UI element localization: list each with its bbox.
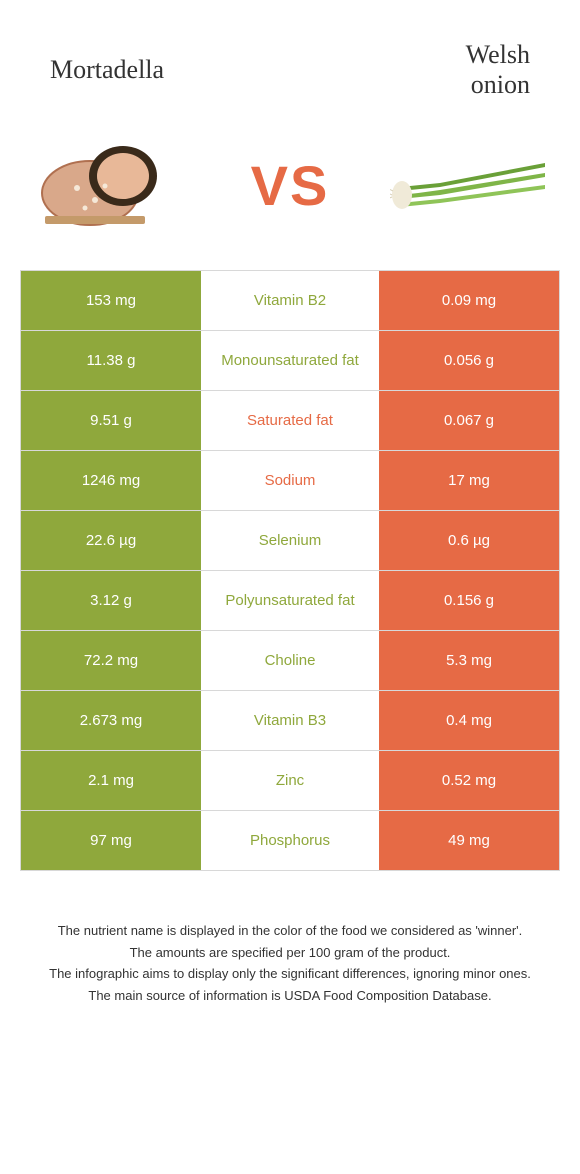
left-value-cell: 153 mg — [21, 271, 201, 330]
left-value-cell: 9.51 g — [21, 391, 201, 450]
nutrient-table: 153 mgVitamin B20.09 mg11.38 gMonounsatu… — [20, 270, 560, 871]
nutrient-name-cell: Phosphorus — [201, 811, 379, 870]
right-value-cell: 17 mg — [379, 451, 559, 510]
welsh-onion-image — [390, 135, 550, 235]
table-row: 72.2 mgCholine5.3 mg — [21, 631, 559, 691]
footer-line-3: The infographic aims to display only the… — [30, 964, 550, 984]
footer-line-4: The main source of information is USDA F… — [30, 986, 550, 1006]
left-value-cell: 2.1 mg — [21, 751, 201, 810]
right-value-cell: 0.067 g — [379, 391, 559, 450]
table-row: 2.1 mgZinc0.52 mg — [21, 751, 559, 811]
right-value-cell: 0.09 mg — [379, 271, 559, 330]
table-row: 22.6 µgSelenium0.6 µg — [21, 511, 559, 571]
nutrient-name-cell: Vitamin B3 — [201, 691, 379, 750]
nutrient-name-cell: Polyunsaturated fat — [201, 571, 379, 630]
right-title-line1: Welsh — [466, 40, 530, 69]
mortadella-image — [30, 135, 190, 235]
nutrient-name-cell: Monounsaturated fat — [201, 331, 379, 390]
table-row: 153 mgVitamin B20.09 mg — [21, 271, 559, 331]
header: Mortadella Welsh onion — [0, 0, 580, 130]
table-row: 3.12 gPolyunsaturated fat0.156 g — [21, 571, 559, 631]
right-value-cell: 0.156 g — [379, 571, 559, 630]
table-row: 1246 mgSodium17 mg — [21, 451, 559, 511]
left-value-cell: 72.2 mg — [21, 631, 201, 690]
left-value-cell: 22.6 µg — [21, 511, 201, 570]
left-food-title: Mortadella — [50, 55, 164, 85]
left-value-cell: 97 mg — [21, 811, 201, 870]
nutrient-name-cell: Saturated fat — [201, 391, 379, 450]
nutrient-name-cell: Vitamin B2 — [201, 271, 379, 330]
right-food-title: Welsh onion — [466, 40, 530, 100]
nutrient-name-cell: Sodium — [201, 451, 379, 510]
table-row: 9.51 gSaturated fat0.067 g — [21, 391, 559, 451]
footer-line-2: The amounts are specified per 100 gram o… — [30, 943, 550, 963]
right-value-cell: 49 mg — [379, 811, 559, 870]
nutrient-name-cell: Zinc — [201, 751, 379, 810]
right-title-line2: onion — [471, 70, 530, 99]
vs-row: VS — [0, 130, 580, 260]
table-row: 97 mgPhosphorus49 mg — [21, 811, 559, 871]
left-value-cell: 2.673 mg — [21, 691, 201, 750]
left-value-cell: 3.12 g — [21, 571, 201, 630]
left-value-cell: 1246 mg — [21, 451, 201, 510]
nutrient-name-cell: Choline — [201, 631, 379, 690]
table-row: 11.38 gMonounsaturated fat0.056 g — [21, 331, 559, 391]
vs-label: VS — [251, 153, 330, 218]
right-value-cell: 0.4 mg — [379, 691, 559, 750]
right-value-cell: 5.3 mg — [379, 631, 559, 690]
left-value-cell: 11.38 g — [21, 331, 201, 390]
footer-notes: The nutrient name is displayed in the co… — [0, 871, 580, 1005]
nutrient-name-cell: Selenium — [201, 511, 379, 570]
footer-line-1: The nutrient name is displayed in the co… — [30, 921, 550, 941]
right-value-cell: 0.52 mg — [379, 751, 559, 810]
table-row: 2.673 mgVitamin B30.4 mg — [21, 691, 559, 751]
right-value-cell: 0.6 µg — [379, 511, 559, 570]
right-value-cell: 0.056 g — [379, 331, 559, 390]
